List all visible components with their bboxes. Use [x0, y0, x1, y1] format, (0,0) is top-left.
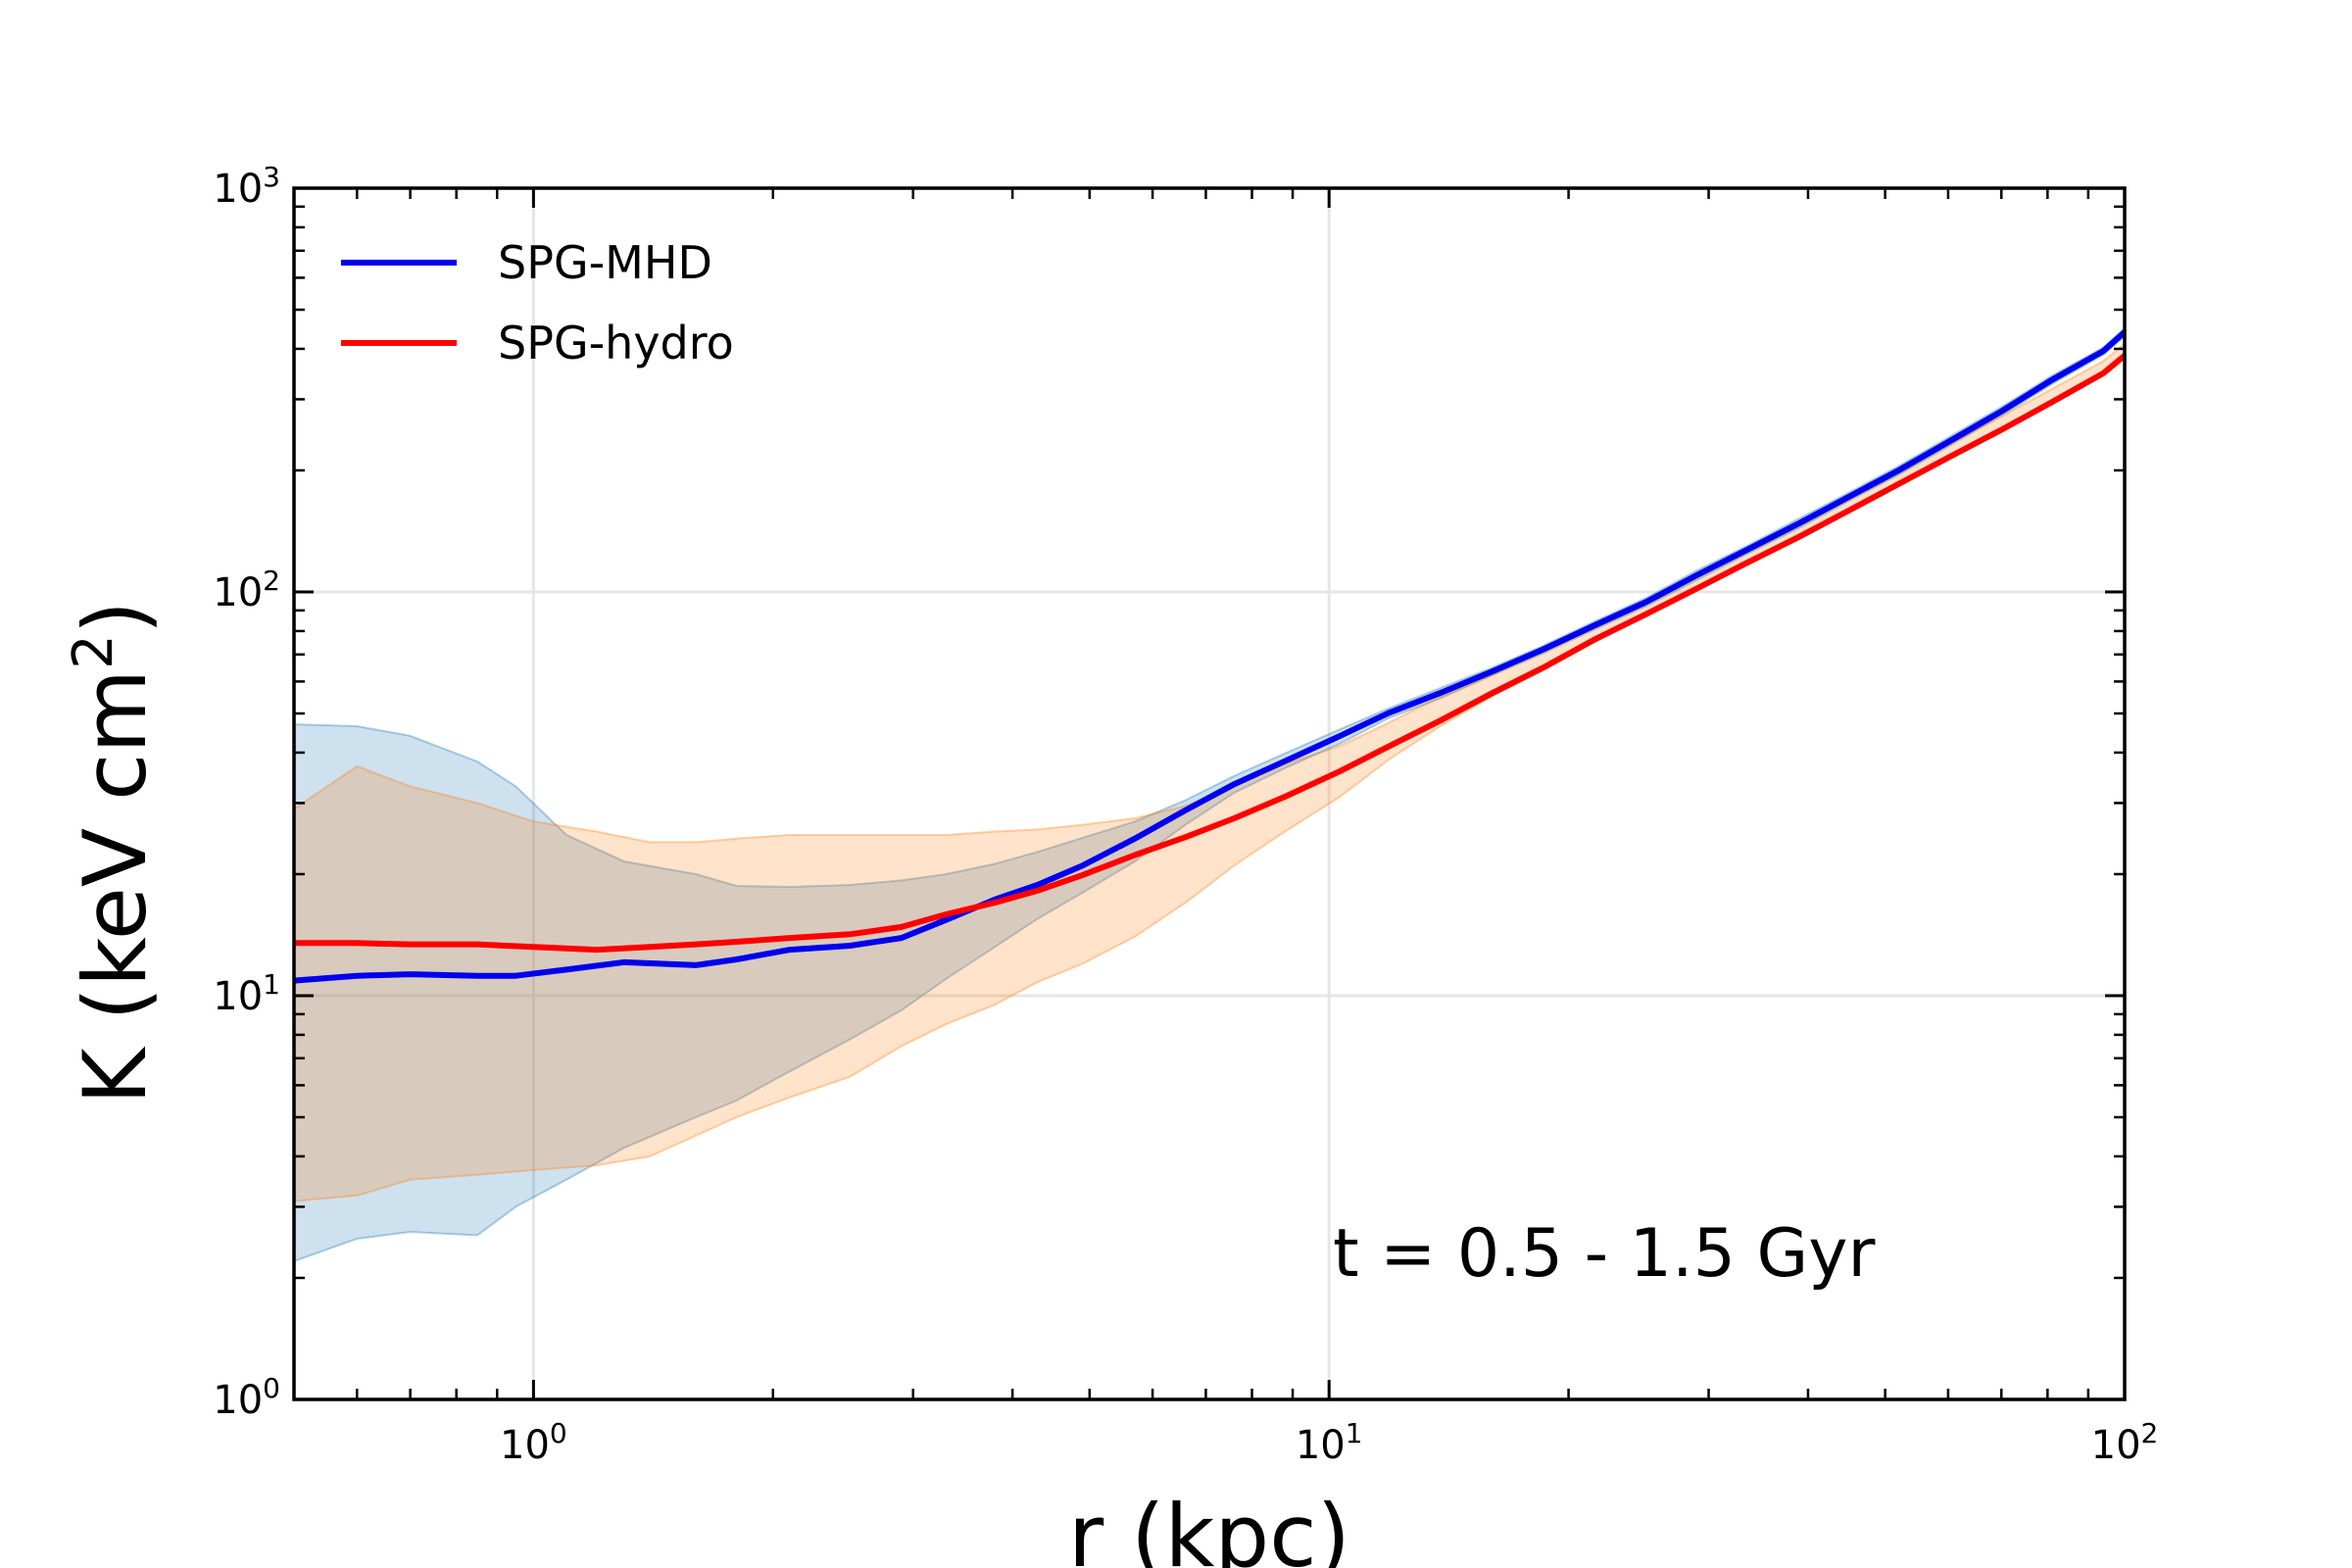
y-tick-label: 101 — [213, 968, 280, 1019]
y-tick-label-exponent: 1 — [263, 968, 280, 1001]
y-tick-label: 102 — [213, 564, 280, 615]
series-lines — [293, 329, 2127, 984]
x-tick-label-base: 10 — [1296, 1423, 1346, 1468]
y-tick-label-exponent: 3 — [263, 161, 280, 193]
axis-ticks — [292, 186, 2127, 1401]
x-tick-label-base: 10 — [500, 1423, 550, 1468]
y-tick-label-base: 10 — [213, 974, 263, 1019]
y-tick-label: 103 — [213, 161, 280, 212]
y-tick-label-base: 10 — [213, 570, 263, 615]
x-tick-label-base: 10 — [2091, 1423, 2141, 1468]
y-tick-label-base: 10 — [213, 167, 263, 212]
legend: SPG-MHD SPG-hydro — [341, 236, 734, 369]
line-spg-mhd — [293, 329, 2127, 984]
grid-lines — [294, 188, 2125, 1399]
y-tick-label-base: 10 — [213, 1378, 263, 1423]
line-spg-hydro — [294, 353, 2127, 954]
x-tick-label: 101 — [1296, 1417, 1363, 1468]
plot-frame — [292, 186, 2127, 1401]
y-tick-label-exponent: 0 — [263, 1372, 280, 1404]
x-axis-title: r (kpc) — [1068, 1486, 1350, 1568]
time-annotation: t = 0.5 - 1.5 Gyr — [1333, 1215, 1875, 1293]
x-tick-label-exponent: 0 — [550, 1417, 567, 1449]
x-tick-label-exponent: 1 — [1346, 1417, 1363, 1449]
x-tick-label: 102 — [2091, 1417, 2159, 1468]
y-axis-title-main: K (keV cm — [65, 669, 166, 1104]
x-tick-label: 100 — [500, 1417, 567, 1468]
y-tick-label: 100 — [213, 1372, 280, 1423]
y-axis-title-exponent: 2 — [62, 634, 125, 669]
y-axis-title: K (keV cm2) — [62, 601, 166, 1104]
legend-label-spg-mhd: SPG-MHD — [498, 236, 712, 289]
y-tick-label-exponent: 2 — [263, 564, 280, 597]
y-axis-title-close: ) — [65, 601, 166, 634]
legend-label-spg-hydro: SPG-hydro — [498, 317, 734, 369]
x-tick-label-exponent: 2 — [2141, 1417, 2159, 1449]
